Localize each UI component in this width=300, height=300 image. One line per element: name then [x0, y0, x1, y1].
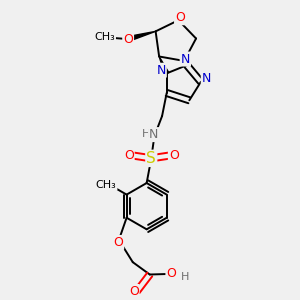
Text: S: S: [146, 151, 156, 166]
Text: O: O: [169, 149, 179, 162]
Text: N: N: [149, 128, 158, 141]
Text: O: O: [113, 236, 123, 249]
Text: O: O: [123, 33, 133, 46]
Polygon shape: [159, 56, 169, 74]
Text: O: O: [175, 11, 185, 24]
Text: CH₃: CH₃: [96, 180, 116, 190]
Text: O: O: [129, 285, 139, 298]
Text: CH₃: CH₃: [94, 32, 115, 42]
Text: H: H: [180, 272, 189, 282]
Text: H: H: [142, 129, 150, 139]
Text: N: N: [181, 52, 190, 65]
Text: O: O: [124, 149, 134, 162]
Polygon shape: [127, 32, 156, 41]
Text: N: N: [157, 64, 166, 77]
Text: O: O: [167, 267, 176, 280]
Text: N: N: [202, 72, 211, 85]
